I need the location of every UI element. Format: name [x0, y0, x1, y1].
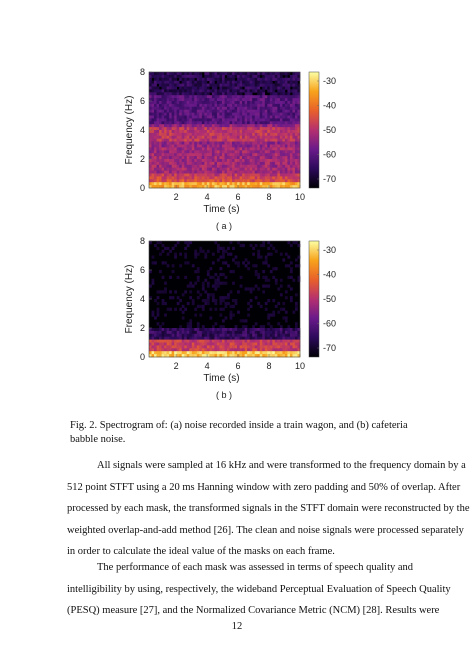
paragraph-line: All signals were sampled at 16 kHz and w… [97, 460, 466, 471]
x-tick-label: 6 [236, 192, 241, 202]
colorbar-tick-label: -50 [323, 294, 336, 304]
x-tick-label: 10 [295, 192, 305, 202]
spectrogram-cells [149, 72, 301, 189]
colorbar-tick-label: -70 [323, 174, 336, 184]
colorbar-tick-label: -40 [323, 270, 336, 280]
paragraph-line: weighted overlap-and-add method [26]. Th… [67, 524, 464, 536]
paragraph-line: The performance of each mask was assesse… [97, 562, 414, 573]
y-tick-label: 4 [140, 125, 145, 135]
x-tick-label: 6 [236, 361, 241, 371]
figure-panel-a: 8 6 4 2 0 2 4 6 8 10 Time (s) Frequency (Hz) -30 -40 -… [0, 0, 474, 240]
x-tick-label: 4 [205, 192, 210, 202]
paragraph-2: The performance of each mask was assesse… [67, 557, 451, 622]
colorbar-tick-label: -50 [323, 125, 336, 135]
y-tick-label: 0 [140, 183, 145, 193]
x-tick-label: 8 [267, 192, 272, 202]
paragraph-line: processed by each mask, the transformed … [67, 503, 470, 514]
paragraph-line: in order to calculate the ideal value of… [67, 546, 335, 557]
y-axis-label: Frequency (Hz) [124, 96, 135, 165]
colorbar-tick-label: -60 [323, 150, 336, 160]
spectrogram-cells [149, 241, 301, 358]
y-tick-label: 0 [140, 352, 145, 362]
y-tick-label: 6 [140, 265, 145, 275]
paragraph-1: All signals were sampled at 16 kHz and w… [67, 455, 470, 563]
paragraph-line: 512 point STFT using a 20 ms Hanning win… [67, 481, 461, 493]
sub-label-a: ( a ) [215, 221, 232, 231]
colorbar-tick-label: -40 [323, 101, 336, 111]
x-tick-label: 8 [267, 361, 272, 371]
x-tick-label: 2 [174, 361, 179, 371]
x-tick-label: 4 [205, 361, 210, 371]
sub-label-b: ( b ) [215, 390, 232, 400]
x-tick-label: 2 [174, 192, 179, 202]
page-number: 12 [231, 621, 243, 632]
colorbar-tick-label: -30 [323, 245, 336, 255]
x-axis-label: Time (s) [203, 204, 239, 215]
figure-panel-b: 8 6 4 2 0 2 4 6 8 10 Time (s) Frequency (Hz) -30 -40 -… [124, 236, 336, 400]
paragraph-line: (PESQ) measure [27], and the Normalized … [67, 605, 440, 616]
y-tick-label: 4 [140, 294, 145, 304]
spectrogram-b: 8 6 4 2 0 2 4 6 8 10 Time (s) Frequency (Hz) -30 -40 -… [124, 236, 336, 384]
colorbar-tick-label: -70 [323, 343, 336, 353]
colorbar-tick-label: -30 [323, 76, 336, 86]
colorbar-tick-label: -60 [323, 319, 336, 329]
figure-caption: Fig. 2. Spectrogram of: (a) noise record… [70, 420, 408, 445]
y-tick-label: 2 [140, 323, 145, 333]
x-axis-label: Time (s) [203, 373, 239, 384]
paragraph-line: intelligibility by using, respectively, … [67, 583, 451, 595]
y-tick-label: 2 [140, 154, 145, 164]
x-tick-label: 10 [295, 361, 305, 371]
y-tick-label: 6 [140, 96, 145, 106]
y-tick-label: 8 [140, 67, 145, 77]
y-tick-label: 8 [140, 236, 145, 246]
y-axis-label: Frequency (Hz) [124, 265, 135, 334]
spectrogram-a: 8 6 4 2 0 2 4 6 8 10 Time (s) Frequency (Hz) -30 -40 -… [124, 67, 336, 215]
